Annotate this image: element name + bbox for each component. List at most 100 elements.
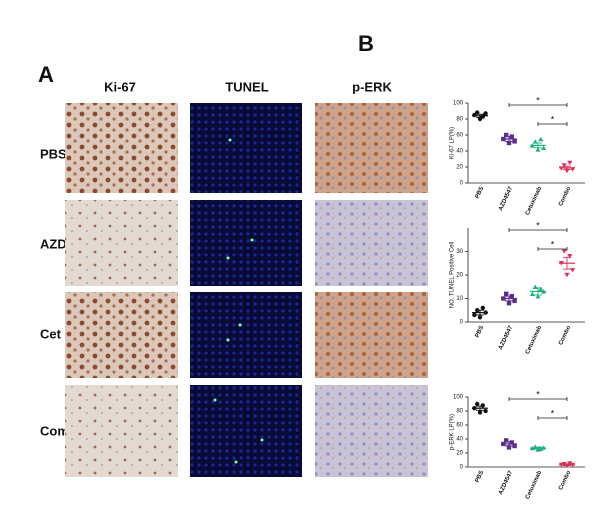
significance-label: * — [536, 389, 540, 399]
y-tick-label: 30 — [456, 249, 463, 255]
data-point — [529, 291, 535, 296]
x-tick-label: Combo — [558, 186, 572, 208]
y-tick-label: 0 — [460, 320, 464, 326]
panel-label: B — [358, 31, 374, 56]
data-point — [567, 461, 573, 466]
significance-label: * — [551, 239, 555, 249]
y-tick-label: 10 — [456, 296, 463, 302]
data-point — [532, 139, 538, 144]
apoptotic-cell — [238, 323, 242, 327]
row-label: Com — [40, 423, 69, 438]
data-point — [538, 286, 544, 292]
data-point — [506, 445, 512, 450]
apoptotic-cell — [250, 238, 254, 242]
y-tick-label: 60 — [456, 133, 463, 139]
data-point — [567, 160, 573, 166]
x-tick-label: Cetuximab — [525, 470, 544, 501]
significance-label: * — [551, 114, 555, 124]
y-tick-label: 100 — [453, 395, 464, 401]
y-tick-label: 40 — [456, 149, 463, 155]
x-tick-label: AZD4547 — [498, 469, 515, 495]
y-tick-label: 0 — [460, 465, 464, 471]
apoptotic-cell — [226, 256, 230, 260]
micrograph — [65, 292, 178, 378]
data-point — [477, 410, 483, 415]
micrograph — [315, 385, 428, 477]
significance-label: * — [536, 95, 540, 105]
apoptotic-cell — [228, 138, 232, 142]
row-label: PBS — [40, 146, 67, 161]
data-point — [509, 440, 514, 445]
data-point — [561, 163, 567, 168]
data-point — [506, 301, 512, 306]
y-tick-label: 100 — [453, 101, 464, 107]
x-tick-label: PBS — [475, 186, 486, 200]
data-point — [480, 305, 485, 311]
data-point — [567, 254, 573, 259]
data-point — [483, 111, 488, 116]
data-point — [512, 298, 517, 304]
y-tick-label: 60 — [456, 423, 463, 429]
y-tick-label: 20 — [456, 451, 463, 457]
x-tick-label: Cetuximab — [525, 186, 544, 217]
micrograph — [190, 385, 302, 477]
micrograph — [190, 292, 302, 378]
apoptotic-cell — [260, 438, 264, 442]
data-point — [561, 249, 567, 254]
y-tick-label: 0 — [460, 181, 464, 187]
data-point — [504, 438, 509, 443]
y-tick-label: 40 — [456, 437, 463, 443]
data-point — [506, 140, 512, 146]
data-point — [512, 139, 517, 144]
data-point — [535, 293, 541, 299]
x-tick-label: PBS — [475, 325, 486, 339]
micrograph — [190, 200, 302, 286]
data-point — [538, 136, 544, 142]
data-point — [504, 291, 509, 296]
significance-label: * — [536, 220, 540, 230]
x-tick-label: Combo — [558, 470, 572, 492]
data-point — [541, 145, 547, 150]
apoptotic-cell — [226, 338, 230, 342]
data-point — [564, 168, 570, 174]
data-point — [512, 443, 517, 449]
y-tick-label: 80 — [456, 409, 463, 415]
data-point — [535, 147, 541, 152]
row-label: Cet — [40, 326, 62, 341]
x-tick-label: Cetuximab — [525, 325, 544, 356]
micrograph — [65, 103, 178, 193]
significance-label: * — [551, 408, 555, 418]
micrograph — [315, 103, 428, 193]
y-tick-label: 80 — [456, 117, 463, 123]
data-point — [480, 403, 485, 408]
apoptotic-cell — [213, 398, 217, 402]
panel-label: A — [38, 62, 54, 87]
micrograph — [315, 200, 428, 286]
x-tick-label: AZD4547 — [498, 185, 515, 211]
y-axis-label: p-ERK LP(%) — [450, 414, 456, 450]
data-point — [570, 268, 576, 273]
column-header: TUNEL — [225, 79, 268, 94]
data-point — [475, 110, 480, 115]
y-tick-label: 20 — [456, 273, 463, 279]
x-tick-label: AZD4547 — [498, 324, 515, 350]
dot-plot: 0 20 40 60 80 100 Ki-67 LP(%) PBS AZD4547 Cetuxim… — [450, 95, 585, 216]
data-point — [504, 132, 509, 138]
micrograph — [65, 385, 178, 477]
data-point — [564, 272, 570, 278]
data-point — [558, 166, 564, 171]
y-axis-label: Ki-67 LP(%) — [450, 127, 456, 159]
data-point — [477, 315, 483, 320]
column-header: p-ERK — [352, 79, 392, 94]
column-header: Ki-67 — [104, 79, 136, 94]
data-point — [472, 312, 477, 318]
y-tick-label: 20 — [456, 165, 463, 171]
dot-plot: 0 20 40 60 80 100 p-ERK LP(%) PBS AZD4547 Cetuxim… — [450, 389, 585, 500]
x-tick-label: Combo — [558, 325, 572, 347]
micrograph — [190, 103, 302, 193]
data-point — [483, 408, 488, 414]
x-tick-label: PBS — [475, 470, 486, 484]
